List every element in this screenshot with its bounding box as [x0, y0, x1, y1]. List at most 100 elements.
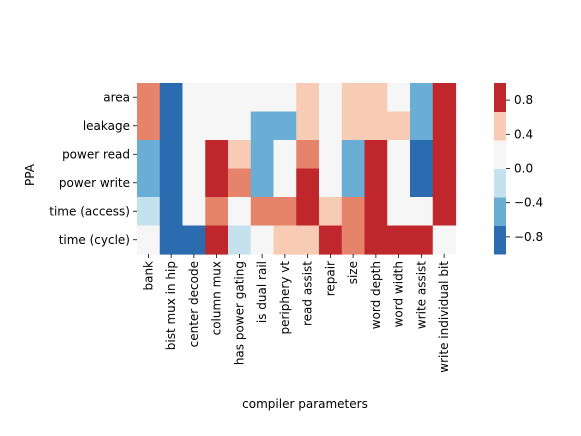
heatmap-cell	[159, 111, 184, 141]
heatmap-cell	[432, 225, 457, 255]
heatmap-cell	[364, 168, 388, 198]
x-tick-label: center decode	[187, 261, 201, 347]
heatmap-cell	[387, 197, 411, 227]
heatmap-cell	[205, 168, 229, 198]
colorbar-bin	[494, 140, 506, 169]
colorbar-bin	[494, 111, 506, 141]
heatmap-cell	[205, 197, 229, 227]
heatmap-cell	[250, 83, 275, 113]
heatmap-cell	[341, 225, 366, 255]
heatmap-cell	[205, 225, 229, 255]
y-tick-label: time (cycle)	[59, 233, 130, 247]
heatmap-cell	[250, 225, 275, 255]
heatmap-cell	[205, 111, 229, 141]
colorbar-bin	[494, 196, 506, 227]
heatmap-cell	[137, 225, 161, 255]
heatmap-cell	[319, 83, 343, 113]
heatmap-cell	[182, 111, 206, 141]
heatmap-cell	[410, 83, 434, 113]
colorbar-bin	[494, 83, 506, 112]
heatmap-cell	[319, 225, 343, 255]
x-tick-labels: bank bist mux in hip center decode column m…	[141, 254, 451, 373]
heatmap-cell	[296, 83, 320, 113]
heatmap-cell	[182, 83, 206, 113]
x-tick-label: write assist	[414, 261, 428, 329]
heatmap-cell	[296, 225, 320, 255]
heatmap-cell	[137, 168, 161, 198]
x-tick-label: write individual bit	[437, 261, 451, 373]
heatmap-cell	[159, 168, 184, 198]
heatmap-cell	[159, 197, 184, 227]
heatmap-cell	[182, 197, 206, 227]
heatmap-cell	[205, 83, 229, 113]
heatmap-cell	[137, 83, 161, 113]
heatmap-cell	[228, 111, 252, 141]
heatmap-cell	[410, 225, 434, 255]
heatmap-cell	[387, 111, 411, 141]
heatmap-cell	[250, 140, 275, 170]
heatmap-cell	[182, 168, 206, 198]
x-tick-label: is dual rail	[255, 261, 269, 323]
heatmap-cell	[341, 197, 366, 227]
x-tick-label: word width	[392, 261, 406, 327]
heatmap-cell	[432, 111, 457, 141]
heatmap-cell	[364, 111, 388, 141]
heatmap-cell	[228, 197, 252, 227]
heatmap-cell	[182, 140, 206, 170]
heatmap-cell	[387, 140, 411, 170]
heatmap-cell	[273, 197, 297, 227]
colorbar: 0.8 0.4 0.0 −0.4 −0.8	[494, 83, 543, 255]
x-tick-label: read assist	[301, 261, 315, 326]
colorbar-tick-label: 0.4	[514, 127, 533, 141]
heatmap-cell	[387, 168, 411, 198]
x-axis-label: compiler parameters	[242, 397, 368, 411]
heatmap-cell	[159, 140, 184, 170]
heatmap-cell	[364, 83, 388, 113]
heatmap-cell	[273, 225, 297, 255]
heatmap-cell	[296, 168, 320, 198]
heatmap-cell	[296, 111, 320, 141]
heatmap-cell	[205, 140, 229, 170]
heatmap-cell	[159, 83, 184, 113]
x-tick-label: bank	[141, 261, 155, 291]
x-tick-label: size	[346, 261, 360, 284]
y-tick-label: power write	[59, 176, 130, 190]
heatmap-cell	[341, 111, 366, 141]
x-tick-label: column mux	[210, 261, 224, 335]
heatmap-cell	[137, 140, 161, 170]
heatmap-cell	[137, 111, 161, 141]
x-tick-label: bist mux in hip	[164, 261, 178, 350]
heatmap-cell	[296, 197, 320, 227]
x-tick-label: repair	[323, 261, 337, 296]
heatmap-cell	[228, 140, 252, 170]
y-tick-label: area	[103, 90, 130, 104]
colorbar-tick-label: −0.8	[514, 230, 543, 244]
heatmap-cell	[364, 197, 388, 227]
y-tick-label: time (access)	[49, 204, 130, 218]
heatmap-cell	[228, 83, 252, 113]
heatmap-cell	[250, 197, 275, 227]
heatmap-cell	[319, 140, 343, 170]
heatmap-cell	[387, 225, 411, 255]
colorbar-tick-label: 0.0	[514, 162, 533, 176]
colorbar-tick-label: −0.4	[514, 196, 543, 210]
heatmap-cell	[319, 111, 343, 141]
colorbar-tick-label: 0.8	[514, 93, 533, 107]
heatmap-cell	[273, 140, 297, 170]
heatmap-cell	[319, 197, 343, 227]
heatmap-cell	[410, 140, 434, 170]
heatmap-cell	[387, 83, 411, 113]
y-tick-label: power read	[62, 147, 130, 161]
heatmap-cell	[159, 225, 184, 255]
heatmap-cell	[273, 168, 297, 198]
y-tick-labels: area leakage power read power write time (ac…	[49, 90, 137, 247]
heatmap-cell	[319, 168, 343, 198]
heatmap-cell	[364, 140, 388, 170]
heatmap-cell	[341, 168, 366, 198]
heatmap-cell	[296, 140, 320, 170]
colorbar-bin	[494, 225, 506, 255]
y-tick-label: leakage	[83, 119, 130, 133]
colorbar-bin	[494, 168, 506, 198]
x-tick-label: periphery vt	[278, 261, 292, 335]
